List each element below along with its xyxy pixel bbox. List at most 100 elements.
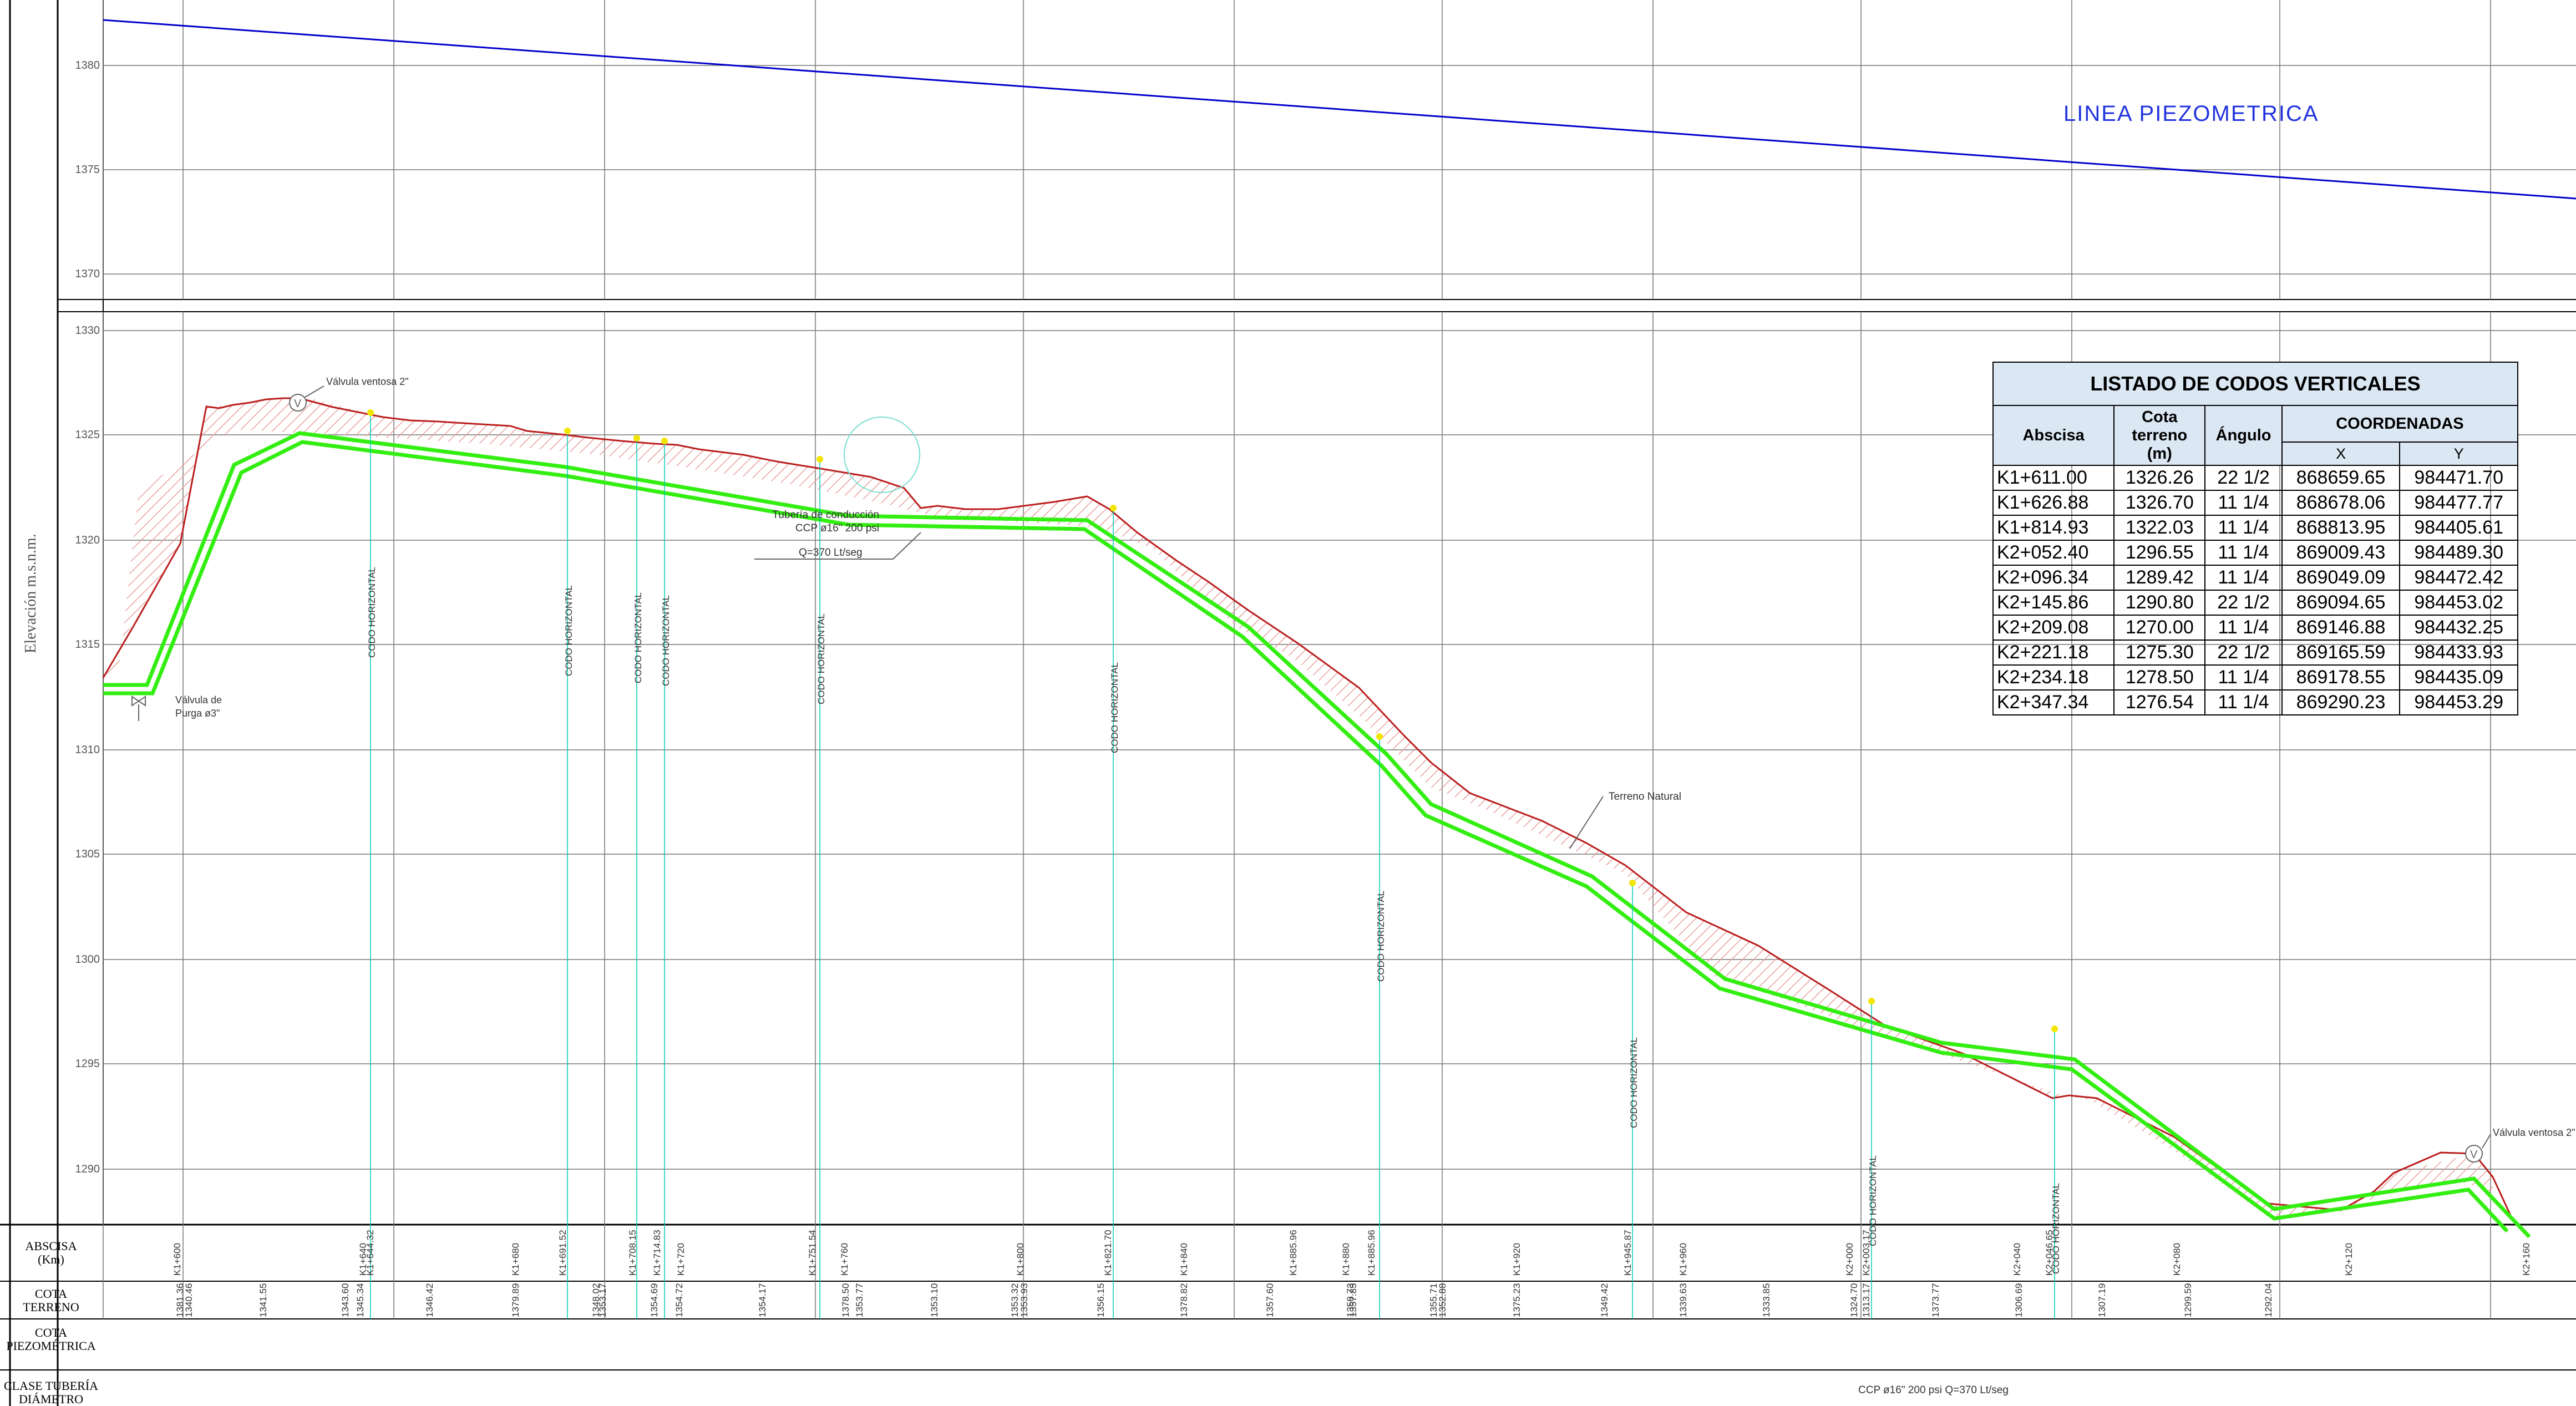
pipe-top-line xyxy=(103,431,2531,1239)
cota-value: 1378.50 xyxy=(840,1283,851,1317)
table-row: K2+052.40 1296.55 11 1/4 869009.43 984489.30 xyxy=(1992,540,2518,566)
abscisa-value: K1+920 xyxy=(1512,1243,1522,1276)
elbow-dot xyxy=(817,456,823,463)
table-cell-cota: 1276.54 xyxy=(2113,689,2206,715)
table-row: K2+234.18 1278.50 11 1/4 869178.55 984435.09 xyxy=(1992,664,2518,691)
piezometric-label: LINEA PIEZOMETRICA xyxy=(2063,101,2319,126)
cota-value: 1357.60 xyxy=(1265,1283,1275,1317)
cota-value: 1353.32 xyxy=(1010,1283,1020,1317)
table-cell-cota: 1275.30 xyxy=(2113,639,2206,666)
abscisa-value: K1+680 xyxy=(510,1243,521,1276)
table-cell-cota: 1290.80 xyxy=(2113,590,2206,616)
cota-value: 1306.69 xyxy=(2014,1283,2024,1317)
table-cell-abscisa: K2+209.08 xyxy=(1992,615,2115,641)
table-cell-x: 869178.55 xyxy=(2281,664,2401,691)
table-cell-y: 984471.70 xyxy=(2399,465,2518,491)
row-label-abscisa-2: (Km) xyxy=(38,1252,64,1266)
table-cell-y: 984433.93 xyxy=(2399,639,2518,666)
cota-value: 1349.42 xyxy=(1599,1283,1610,1317)
pipe-class-value: CCP ø16" 200 psi Q=370 Lt/seg xyxy=(1858,1384,2009,1396)
cota-value: 1357.85 xyxy=(1348,1283,1358,1317)
table-title: LISTADO DE CODOS VERTICALES xyxy=(1992,362,2518,406)
pipe-bottom-line xyxy=(103,440,2509,1233)
y-axis-label: Elevación m.s.n.m. xyxy=(22,534,39,653)
row-label-cota-terreno-2: TERRENO xyxy=(23,1300,79,1314)
pipe-label-2: CCP ø16" 200 psi xyxy=(795,522,879,534)
table-cell-angulo: 22 1/2 xyxy=(2204,465,2283,491)
row-label-cota-piezo-2: PIEZOMÉTRICA xyxy=(6,1339,95,1353)
abscisa-value: K1+691.52 xyxy=(557,1230,568,1276)
elev-label: 1370 xyxy=(75,268,100,280)
table-cell-abscisa: K1+626.88 xyxy=(1992,490,2115,516)
elev-label: 1320 xyxy=(75,534,100,546)
elbow-dot xyxy=(1376,733,1383,740)
table-row: K2+221.18 1275.30 22 1/2 869165.59 984433.93 xyxy=(1992,639,2518,666)
col-header-coordenadas: COORDENADAS xyxy=(2281,405,2519,443)
elbow-dot xyxy=(367,409,374,416)
annotations: V Válvula ventosa 2" V Válvula ventosa 2… xyxy=(131,376,2575,1163)
table-row: K1+626.88 1326.70 11 1/4 868678.06 984477.77 xyxy=(1992,490,2518,516)
abscisa-value: K1+600 xyxy=(172,1243,182,1276)
elbow-dot xyxy=(1868,998,1875,1004)
row-label-clase-2: DIÁMETRO xyxy=(19,1392,83,1406)
table-cell-x: 868659.65 xyxy=(2281,465,2401,491)
abscisa-value: K1+751.54 xyxy=(807,1230,818,1276)
abscisa-value: K1+640 xyxy=(358,1243,368,1276)
cota-value: 1354.69 xyxy=(649,1283,660,1317)
abscisa-value: K1+644.32 xyxy=(365,1230,376,1276)
abscisa-value: K1+821.70 xyxy=(1103,1230,1113,1276)
cota-value: 1339.63 xyxy=(1678,1283,1688,1317)
grid-top xyxy=(103,0,2576,300)
profile-row-labels: ABSCISA (Km) COTA TERRENO COTA PIEZOMÉTR… xyxy=(4,1239,98,1406)
elbow-dot xyxy=(1110,505,1117,511)
table-cell-abscisa: K2+052.40 xyxy=(1992,540,2115,566)
table-cell-cota: 1322.03 xyxy=(2113,515,2206,541)
elev-label: 1310 xyxy=(75,744,100,756)
cota-value: 1354.72 xyxy=(674,1283,684,1317)
table-cell-angulo: 11 1/4 xyxy=(2204,615,2283,641)
terrain-line xyxy=(102,397,2514,1221)
air-valve-symbol: V xyxy=(2470,1149,2478,1161)
cota-value: 1356.15 xyxy=(1096,1283,1106,1317)
table-cell-y: 984453.02 xyxy=(2399,590,2518,616)
pipe xyxy=(103,431,2531,1239)
flow-label: Q=370 Lt/seg xyxy=(799,547,863,559)
abscisa-value: K2+160 xyxy=(2521,1243,2532,1276)
elbows-table: LISTADO DE CODOS VERTICALES Abscisa Cota… xyxy=(1992,362,2519,715)
cota-value: 1346.42 xyxy=(424,1283,435,1317)
table-cell-x: 869290.23 xyxy=(2281,689,2401,715)
cota-value: 1353.17 xyxy=(597,1283,608,1317)
abscisa-value: K2+003.17 xyxy=(1861,1230,1872,1276)
elev-label: 1380 xyxy=(75,59,100,72)
cota-value: 1353.93 xyxy=(1019,1283,1030,1317)
abscisa-value: K1+708.15 xyxy=(627,1230,638,1276)
elbow-dot xyxy=(661,438,668,444)
valve-air-label-1: Válvula ventosa 2" xyxy=(326,376,408,387)
table-cell-angulo: 11 1/4 xyxy=(2204,565,2283,591)
cota-value: 1292.04 xyxy=(2263,1283,2274,1317)
elbow-label: CODO HORIZONTAL xyxy=(367,567,377,658)
row-label-cota-piezo: COTA xyxy=(35,1326,67,1339)
abscisa-value: K1+760 xyxy=(839,1243,850,1276)
table-cell-angulo: 22 1/2 xyxy=(2204,590,2283,616)
table-cell-abscisa: K2+347.34 xyxy=(1992,689,2115,715)
elbow-dot xyxy=(564,428,571,434)
elbow-dot xyxy=(1629,880,1636,886)
cota-value: 1375.23 xyxy=(1512,1283,1522,1317)
elev-label: 1315 xyxy=(75,638,100,651)
cota-value: 1353.10 xyxy=(929,1283,940,1317)
table-row: K1+611.00 1326.26 22 1/2 868659.65 984471.70 xyxy=(1992,465,2518,491)
cota-value: 1373.77 xyxy=(1930,1283,1941,1317)
table-cell-y: 984432.25 xyxy=(2399,615,2518,641)
elbow-markers: CODO HORIZONTAL CODO HORIZONTAL CODO HORIZ… xyxy=(367,409,2061,1319)
table-cell-y: 984472.42 xyxy=(2399,565,2518,591)
cota-value: 1355.71 xyxy=(1428,1283,1439,1317)
abscisa-value: K2+080 xyxy=(2172,1243,2182,1276)
table-cell-x: 868678.06 xyxy=(2281,490,2401,516)
cota-value: 1348.02 xyxy=(591,1283,601,1317)
cota-value: 1333.85 xyxy=(1761,1283,1772,1317)
abscisa-value: K2+120 xyxy=(2344,1243,2354,1276)
cota-value: 1341.55 xyxy=(258,1283,268,1317)
purge-valve-label: Válvula de xyxy=(175,694,222,705)
